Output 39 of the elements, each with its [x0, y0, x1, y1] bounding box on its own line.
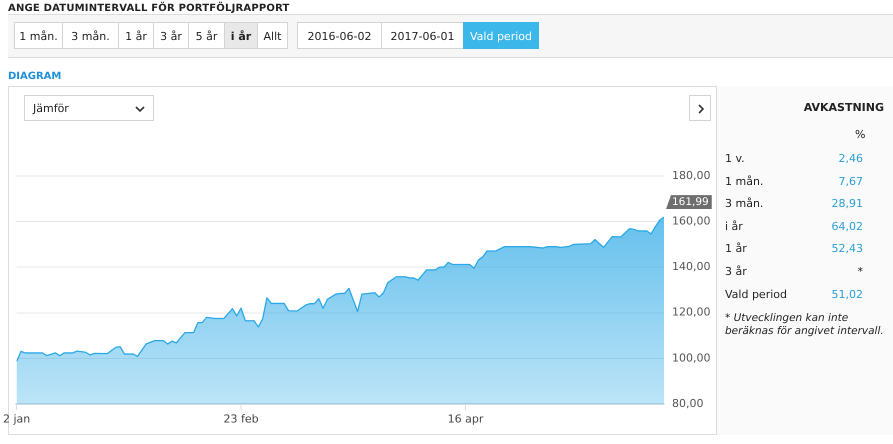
period-button[interactable]: i år — [224, 22, 258, 49]
y-tick-label: 180,00 — [672, 168, 710, 182]
compare-dropdown[interactable]: Jämför — [24, 95, 154, 121]
y-tick-label: 160,00 — [672, 214, 710, 228]
text: 7,67 — [838, 174, 863, 188]
category-label: 3 år — [725, 265, 747, 278]
y-tick-label: 80,00 — [672, 396, 704, 410]
text: 28,91 — [832, 197, 863, 210]
price-tag: 161,99 — [666, 195, 712, 210]
text: * — [858, 265, 863, 278]
category-label: 1 v. — [725, 152, 745, 165]
period-button[interactable]: 5 år — [188, 22, 225, 49]
x-tick-label: 23 feb — [223, 412, 259, 426]
date-field[interactable]: 2017-06-01 — [381, 22, 464, 49]
text: 64,02 — [832, 220, 863, 233]
category-label: 1 år — [725, 242, 747, 256]
x-tick-label: 2 jan — [3, 412, 30, 426]
period-button[interactable]: 1 år — [118, 22, 154, 49]
text: * Utvecklingen kan inte beräknas för angivet intervall. — [725, 312, 885, 338]
category-label: Vald period — [725, 288, 787, 301]
chart-subtitle: DIAGRAM — [8, 71, 62, 82]
category-label: 3 mån. — [725, 197, 764, 210]
period-button[interactable]: Allt — [257, 22, 288, 49]
period-button[interactable]: 3 år — [153, 22, 189, 49]
date-field[interactable]: 2016-06-02 — [297, 22, 382, 49]
y-tick-label: 100,00 — [672, 351, 710, 364]
category-label: 1 mån. — [725, 174, 764, 188]
y-tick-label: 140,00 — [672, 260, 710, 274]
period-button[interactable]: 3 mån. — [62, 22, 119, 49]
period-button[interactable]: 1 mån. — [14, 22, 63, 49]
text: 52,43 — [832, 242, 863, 256]
text: 2,46 — [838, 152, 863, 165]
text: AVKASTNING — [804, 101, 884, 114]
category-label: i år — [725, 220, 743, 233]
text: % — [855, 128, 866, 141]
x-tick-label: 16 apr — [448, 412, 484, 426]
text: 51,02 — [832, 288, 863, 301]
y-tick-label: 120,00 — [672, 306, 710, 319]
chart-title: ANGE DATUMINTERVALL FÖR PORTFÖLJRAPPORT — [8, 3, 290, 14]
